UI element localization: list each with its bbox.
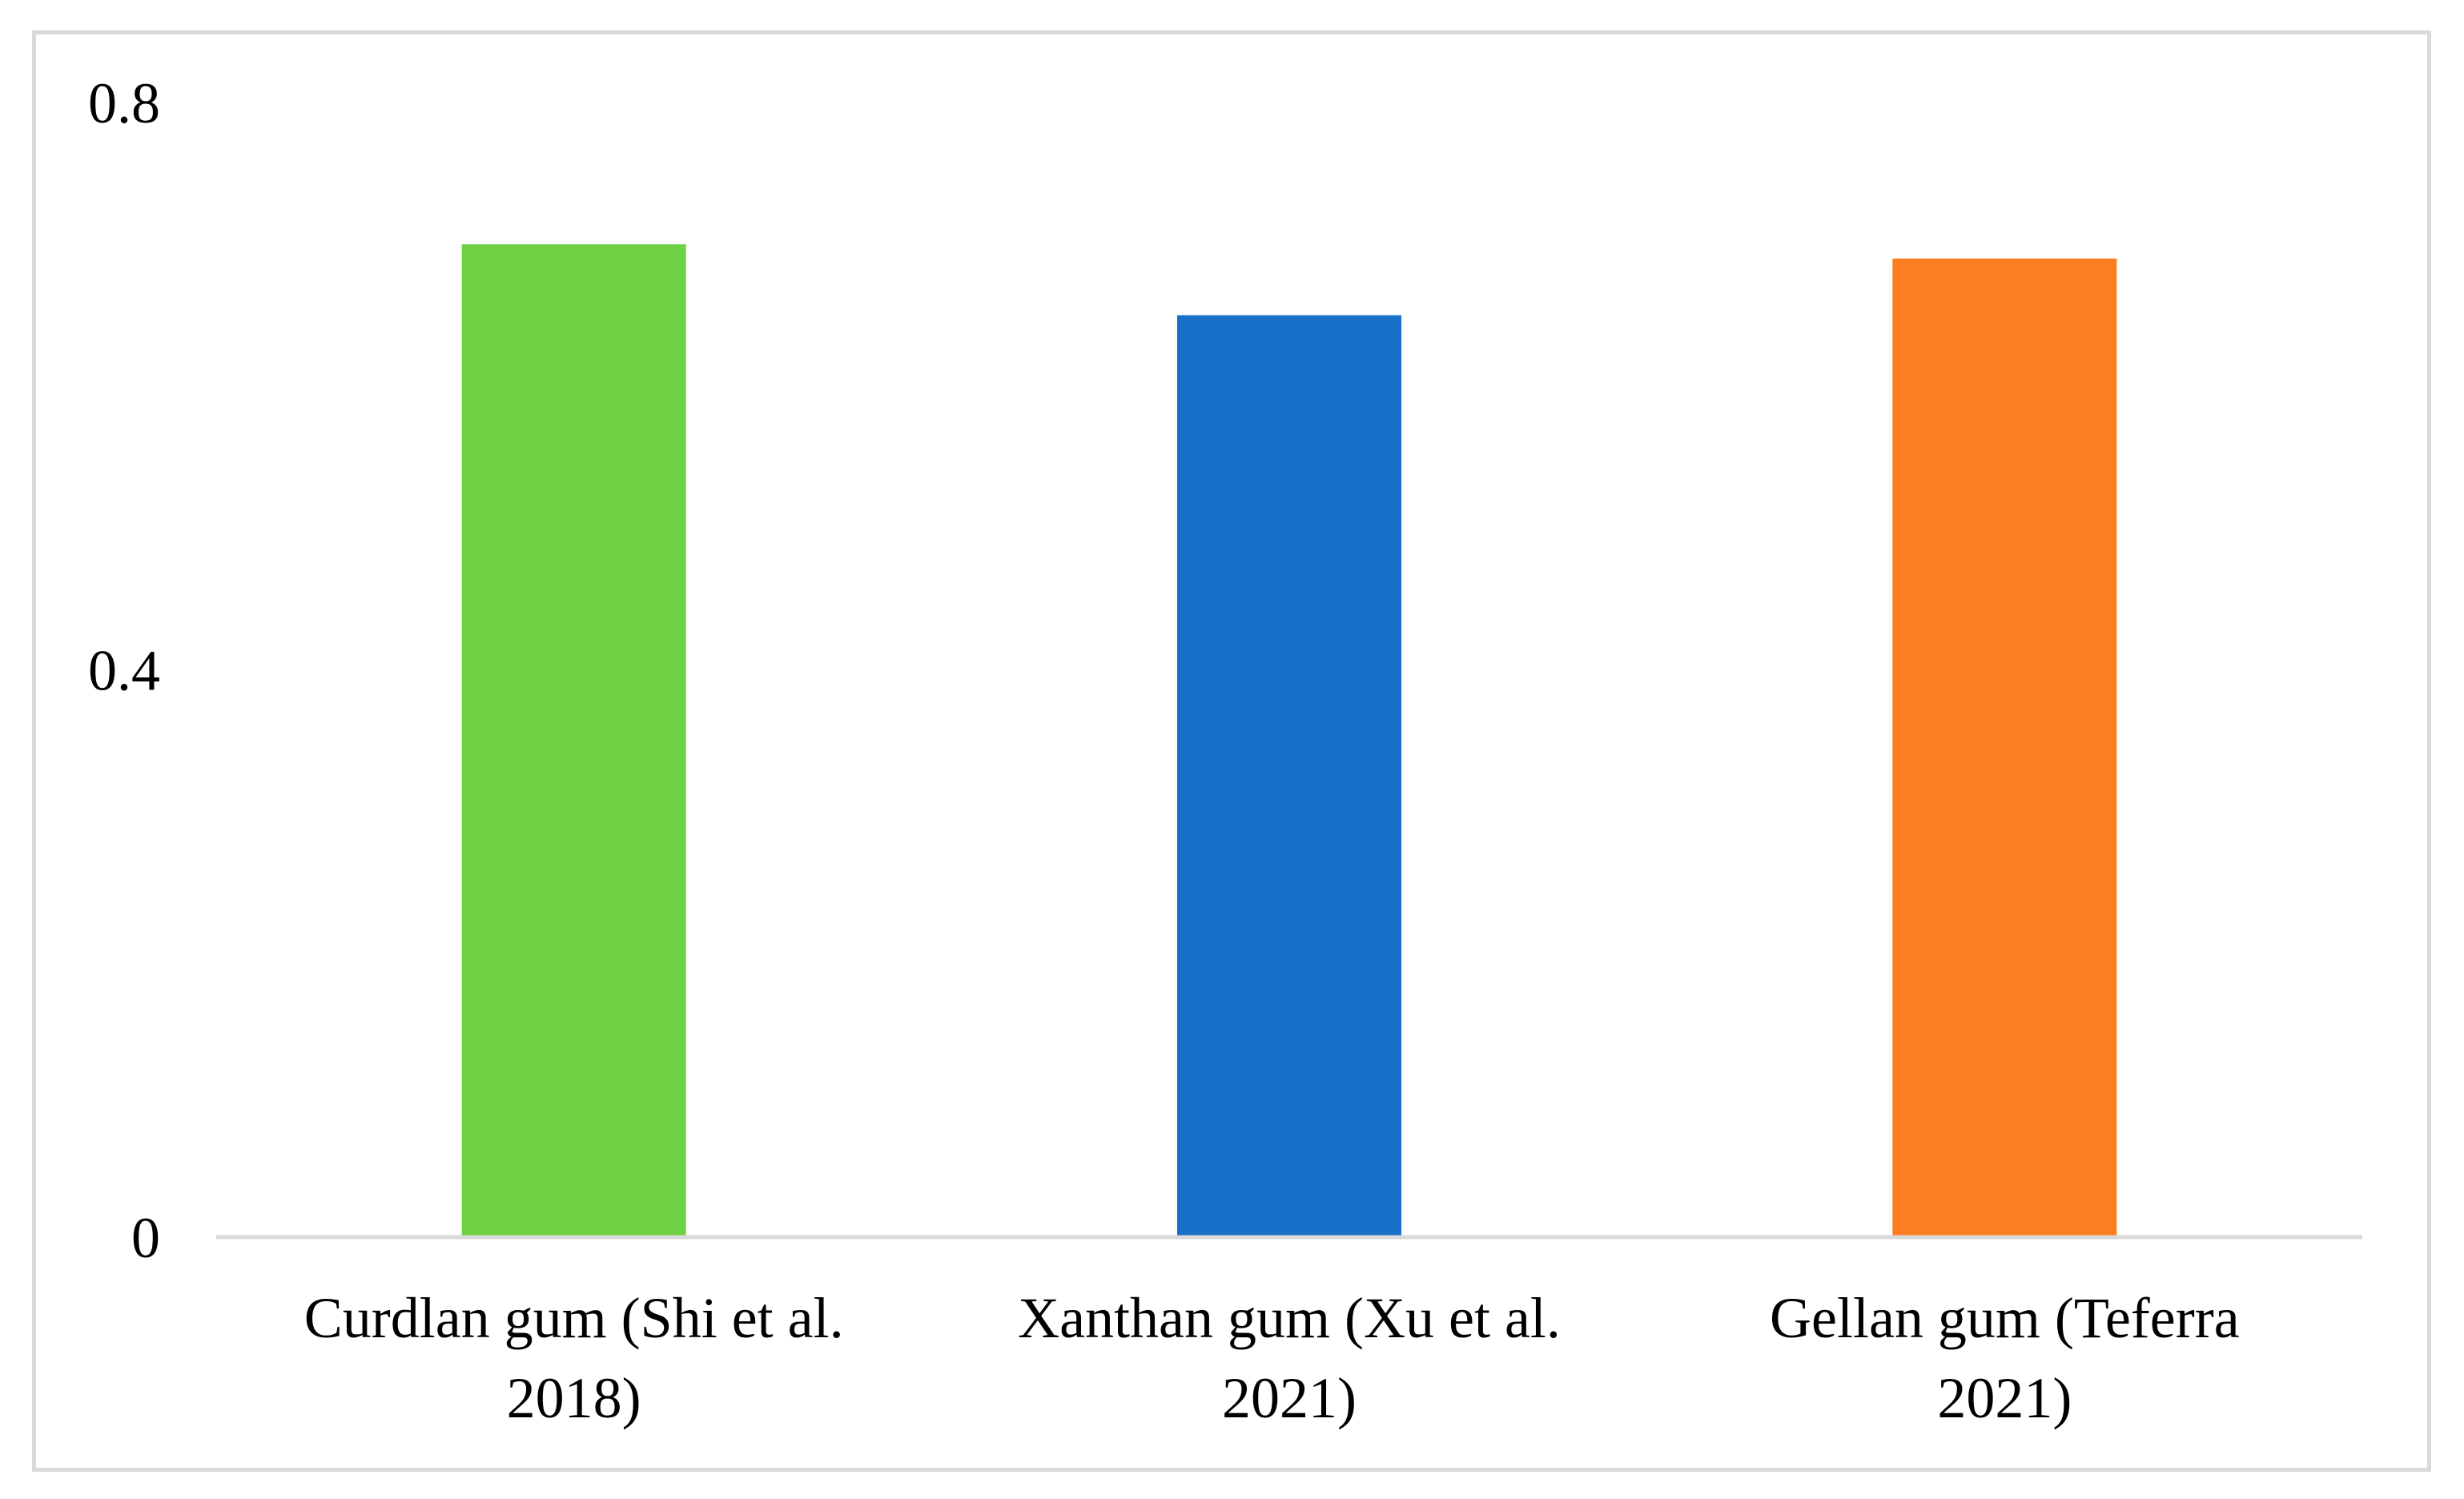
bar <box>1177 315 1401 1237</box>
x-category-label: 2021) <box>1937 1366 2072 1430</box>
x-category-label: Gellan gum (Teferra <box>1770 1286 2240 1350</box>
bar <box>1892 258 2117 1237</box>
x-category-label: Curdlan gum (Shi et al. <box>304 1286 844 1350</box>
x-category-label: Xanthan gum (Xu et al. <box>1018 1286 1561 1350</box>
bar <box>461 244 686 1237</box>
x-category-label: 2021) <box>1222 1366 1357 1430</box>
x-category-label: 2018) <box>507 1366 641 1430</box>
y-tick-label: 0.8 <box>88 71 160 135</box>
y-tick-label: 0 <box>131 1206 160 1270</box>
y-tick-label: 0.4 <box>88 639 160 703</box>
